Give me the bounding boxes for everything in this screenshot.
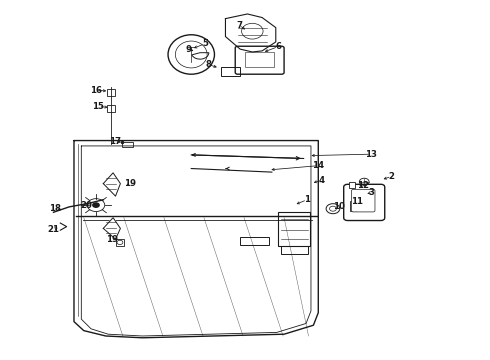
Polygon shape xyxy=(103,218,121,239)
Text: 3: 3 xyxy=(368,188,374,197)
Bar xyxy=(240,237,270,245)
Text: 4: 4 xyxy=(318,176,325,185)
Circle shape xyxy=(92,202,100,208)
Bar xyxy=(107,89,115,96)
Text: 15: 15 xyxy=(93,102,104,111)
Bar xyxy=(245,52,274,67)
Polygon shape xyxy=(225,14,276,52)
Bar xyxy=(278,212,310,246)
Bar xyxy=(220,67,240,76)
Text: 20: 20 xyxy=(80,201,92,210)
Bar xyxy=(107,105,115,112)
Text: 10: 10 xyxy=(333,202,345,211)
Text: 13: 13 xyxy=(365,150,377,159)
Text: 19: 19 xyxy=(124,179,136,188)
Text: 7: 7 xyxy=(236,21,242,30)
Bar xyxy=(281,246,308,253)
FancyBboxPatch shape xyxy=(351,189,375,212)
Text: 9: 9 xyxy=(186,45,192,54)
Text: 17: 17 xyxy=(109,137,122,146)
Text: 2: 2 xyxy=(389,172,394,181)
Bar xyxy=(122,142,133,147)
Text: 19: 19 xyxy=(106,235,118,244)
Text: 14: 14 xyxy=(312,161,324,170)
Text: 12: 12 xyxy=(357,181,369,190)
Text: 8: 8 xyxy=(205,60,211,69)
Polygon shape xyxy=(103,173,121,196)
Bar xyxy=(349,201,357,211)
Text: 11: 11 xyxy=(351,197,364,206)
Text: 21: 21 xyxy=(48,225,59,234)
Text: 1: 1 xyxy=(304,195,310,204)
Text: 16: 16 xyxy=(90,86,102,95)
Text: 6: 6 xyxy=(275,42,281,51)
Text: 18: 18 xyxy=(49,204,61,213)
Bar xyxy=(116,239,124,246)
Text: 5: 5 xyxy=(202,39,208,48)
